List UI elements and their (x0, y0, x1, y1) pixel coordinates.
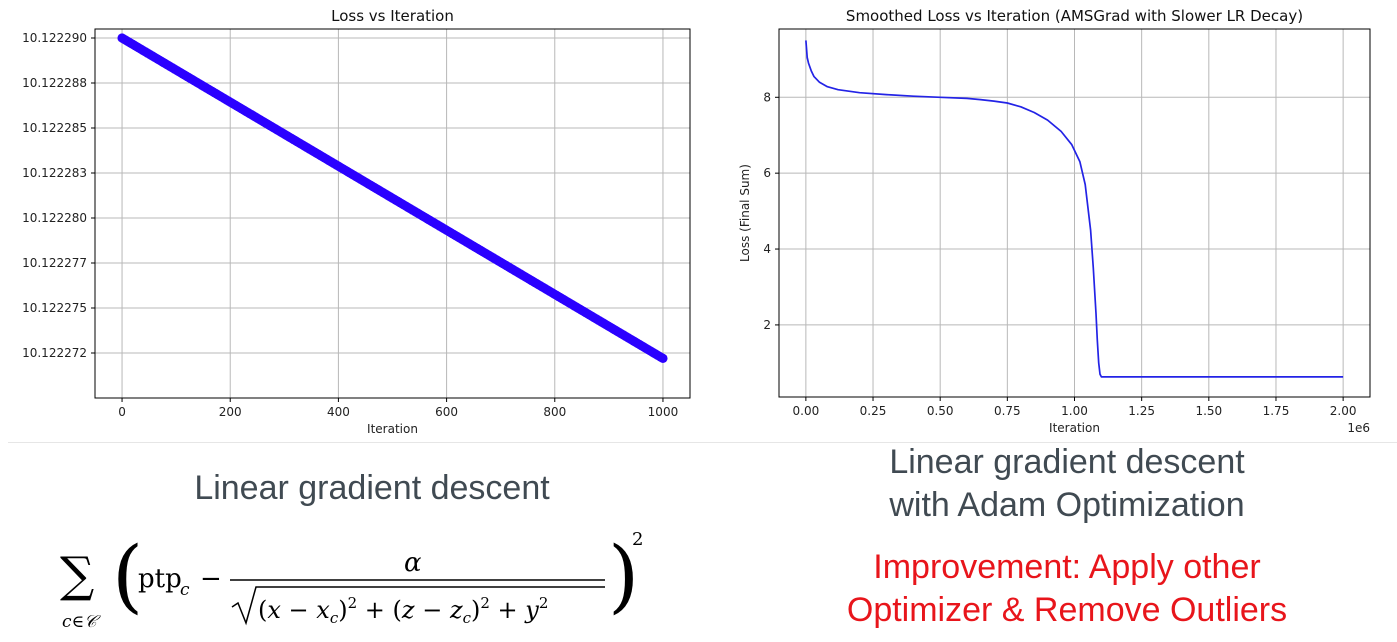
x-tick-label: 0.25 (860, 404, 887, 418)
x-tick-label: 1.00 (1061, 404, 1088, 418)
improvement-line1: Improvement: Apply other (873, 548, 1261, 586)
x-tick-label: 1.75 (1263, 404, 1290, 418)
y-tick-label: 10.122283 (22, 166, 87, 180)
y-tick-label: 8 (763, 90, 771, 104)
x-tick-label: 0.00 (793, 404, 820, 418)
left-caption: Linear gradient descent (194, 469, 550, 507)
chart-title: Loss vs Iteration (331, 7, 454, 25)
x-tick-label: 1000 (648, 405, 679, 419)
x-tick-label: 1.25 (1128, 404, 1155, 418)
y-tick-label: 10.122285 (22, 121, 87, 135)
right-caption-line2: with Adam Optimization (889, 486, 1245, 524)
svg-text:ptp: ptp (138, 564, 182, 594)
chart-title: Smoothed Loss vs Iteration (AMSGrad with… (846, 7, 1303, 25)
svg-text:(: ( (112, 529, 143, 622)
improvement-line2: Optimizer & Remove Outliers (846, 591, 1288, 629)
y-tick-label: 4 (763, 242, 771, 256)
y-tick-label: 10.122290 (22, 31, 87, 45)
y-axis-label: Loss (Final Sum) (738, 164, 752, 262)
right-caption-line1: Linear gradient descent (889, 443, 1245, 481)
y-tick-label: 10.122280 (22, 211, 87, 225)
y-tick-label: 10.122272 (22, 346, 87, 360)
y-tick-label: 10.122288 (22, 76, 87, 90)
svg-text:): ) (608, 529, 639, 622)
loss-formula: ∑ c∈𝒞 ( ptp c − α (x − xc)2 + (z − zc)2 … (60, 529, 643, 632)
x-axis-label: Iteration (1049, 421, 1100, 435)
y-tick-label: 2 (763, 318, 771, 332)
svg-text:c∈𝒞: c∈𝒞 (62, 612, 101, 632)
x-tick-label: 400 (327, 405, 350, 419)
section-divider (8, 442, 1397, 443)
x-tick-label: 0.75 (994, 404, 1021, 418)
y-tick-label: 10.122275 (22, 301, 87, 315)
x-tick-label: 600 (435, 405, 458, 419)
x-tick-label: 2.00 (1330, 404, 1357, 418)
smoothed-loss-chart: 0.00 0.25 0.50 0.75 1.00 1.25 1.50 1.75 2.00 2 4 6 8… (738, 7, 1371, 435)
scatter-point (658, 353, 668, 363)
svg-text:(x − xc)2 + (z − zc)2 + y2: (x − xc)2 + (z − zc)2 + y2 (258, 594, 548, 627)
x-tick-label: 800 (543, 405, 566, 419)
x-tick-label: 200 (219, 405, 242, 419)
loss-vs-iteration-chart: 0 200 400 600 800 1000 10.122290 10.122288 10.12… (22, 7, 691, 436)
svg-text:2: 2 (632, 529, 643, 550)
plot-frame (94, 28, 691, 399)
svg-text:∑: ∑ (60, 547, 94, 603)
svg-text:−: − (200, 564, 222, 594)
svg-text:c: c (180, 580, 190, 600)
x-tick-label: 1.50 (1195, 404, 1222, 418)
x-tick-label: 0.50 (927, 404, 954, 418)
x-offset-label: 1e6 (1347, 421, 1370, 435)
y-tick-label: 6 (763, 166, 771, 180)
series-line (805, 40, 1344, 378)
y-tick-label: 10.122277 (22, 256, 87, 270)
x-tick-label: 0 (118, 405, 126, 419)
svg-text:α: α (404, 548, 422, 578)
x-axis-label: Iteration (367, 422, 418, 436)
